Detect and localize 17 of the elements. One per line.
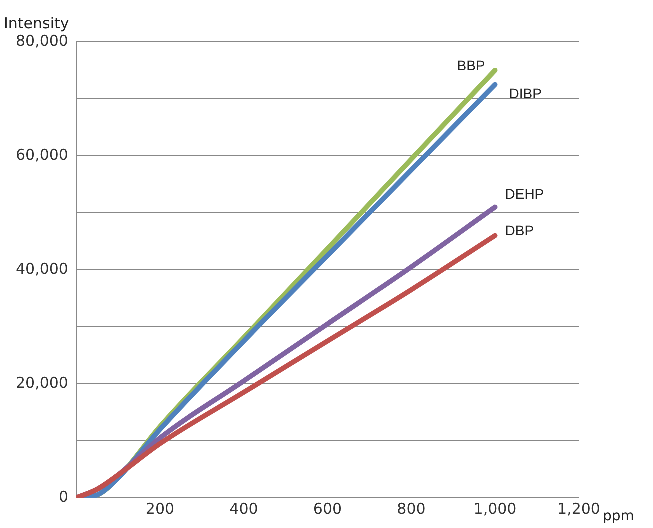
x-tick-label: 1,200 bbox=[558, 500, 600, 518]
y-tick-label: 20,000 bbox=[16, 374, 68, 392]
y-tick-label: 40,000 bbox=[16, 260, 68, 278]
y-tick-label: 80,000 bbox=[16, 32, 68, 50]
series-label: DBP bbox=[505, 222, 534, 239]
x-tick-label: 1,000 bbox=[474, 500, 517, 518]
y-tick-label: 0 bbox=[58, 488, 68, 506]
x-tick-label: 600 bbox=[313, 500, 342, 518]
series-label: DIBP bbox=[509, 86, 542, 102]
x-tick-label: 400 bbox=[230, 500, 258, 518]
y-tick-label: 60,000 bbox=[16, 146, 68, 164]
x-tick-label: 800 bbox=[397, 500, 426, 518]
x-axis-title: ppm bbox=[603, 508, 634, 525]
series-label: BBP bbox=[457, 57, 486, 74]
series-label: DEHP bbox=[505, 186, 544, 202]
x-tick-label: 200 bbox=[146, 500, 175, 518]
y-axis-title: Intensity bbox=[4, 14, 70, 32]
